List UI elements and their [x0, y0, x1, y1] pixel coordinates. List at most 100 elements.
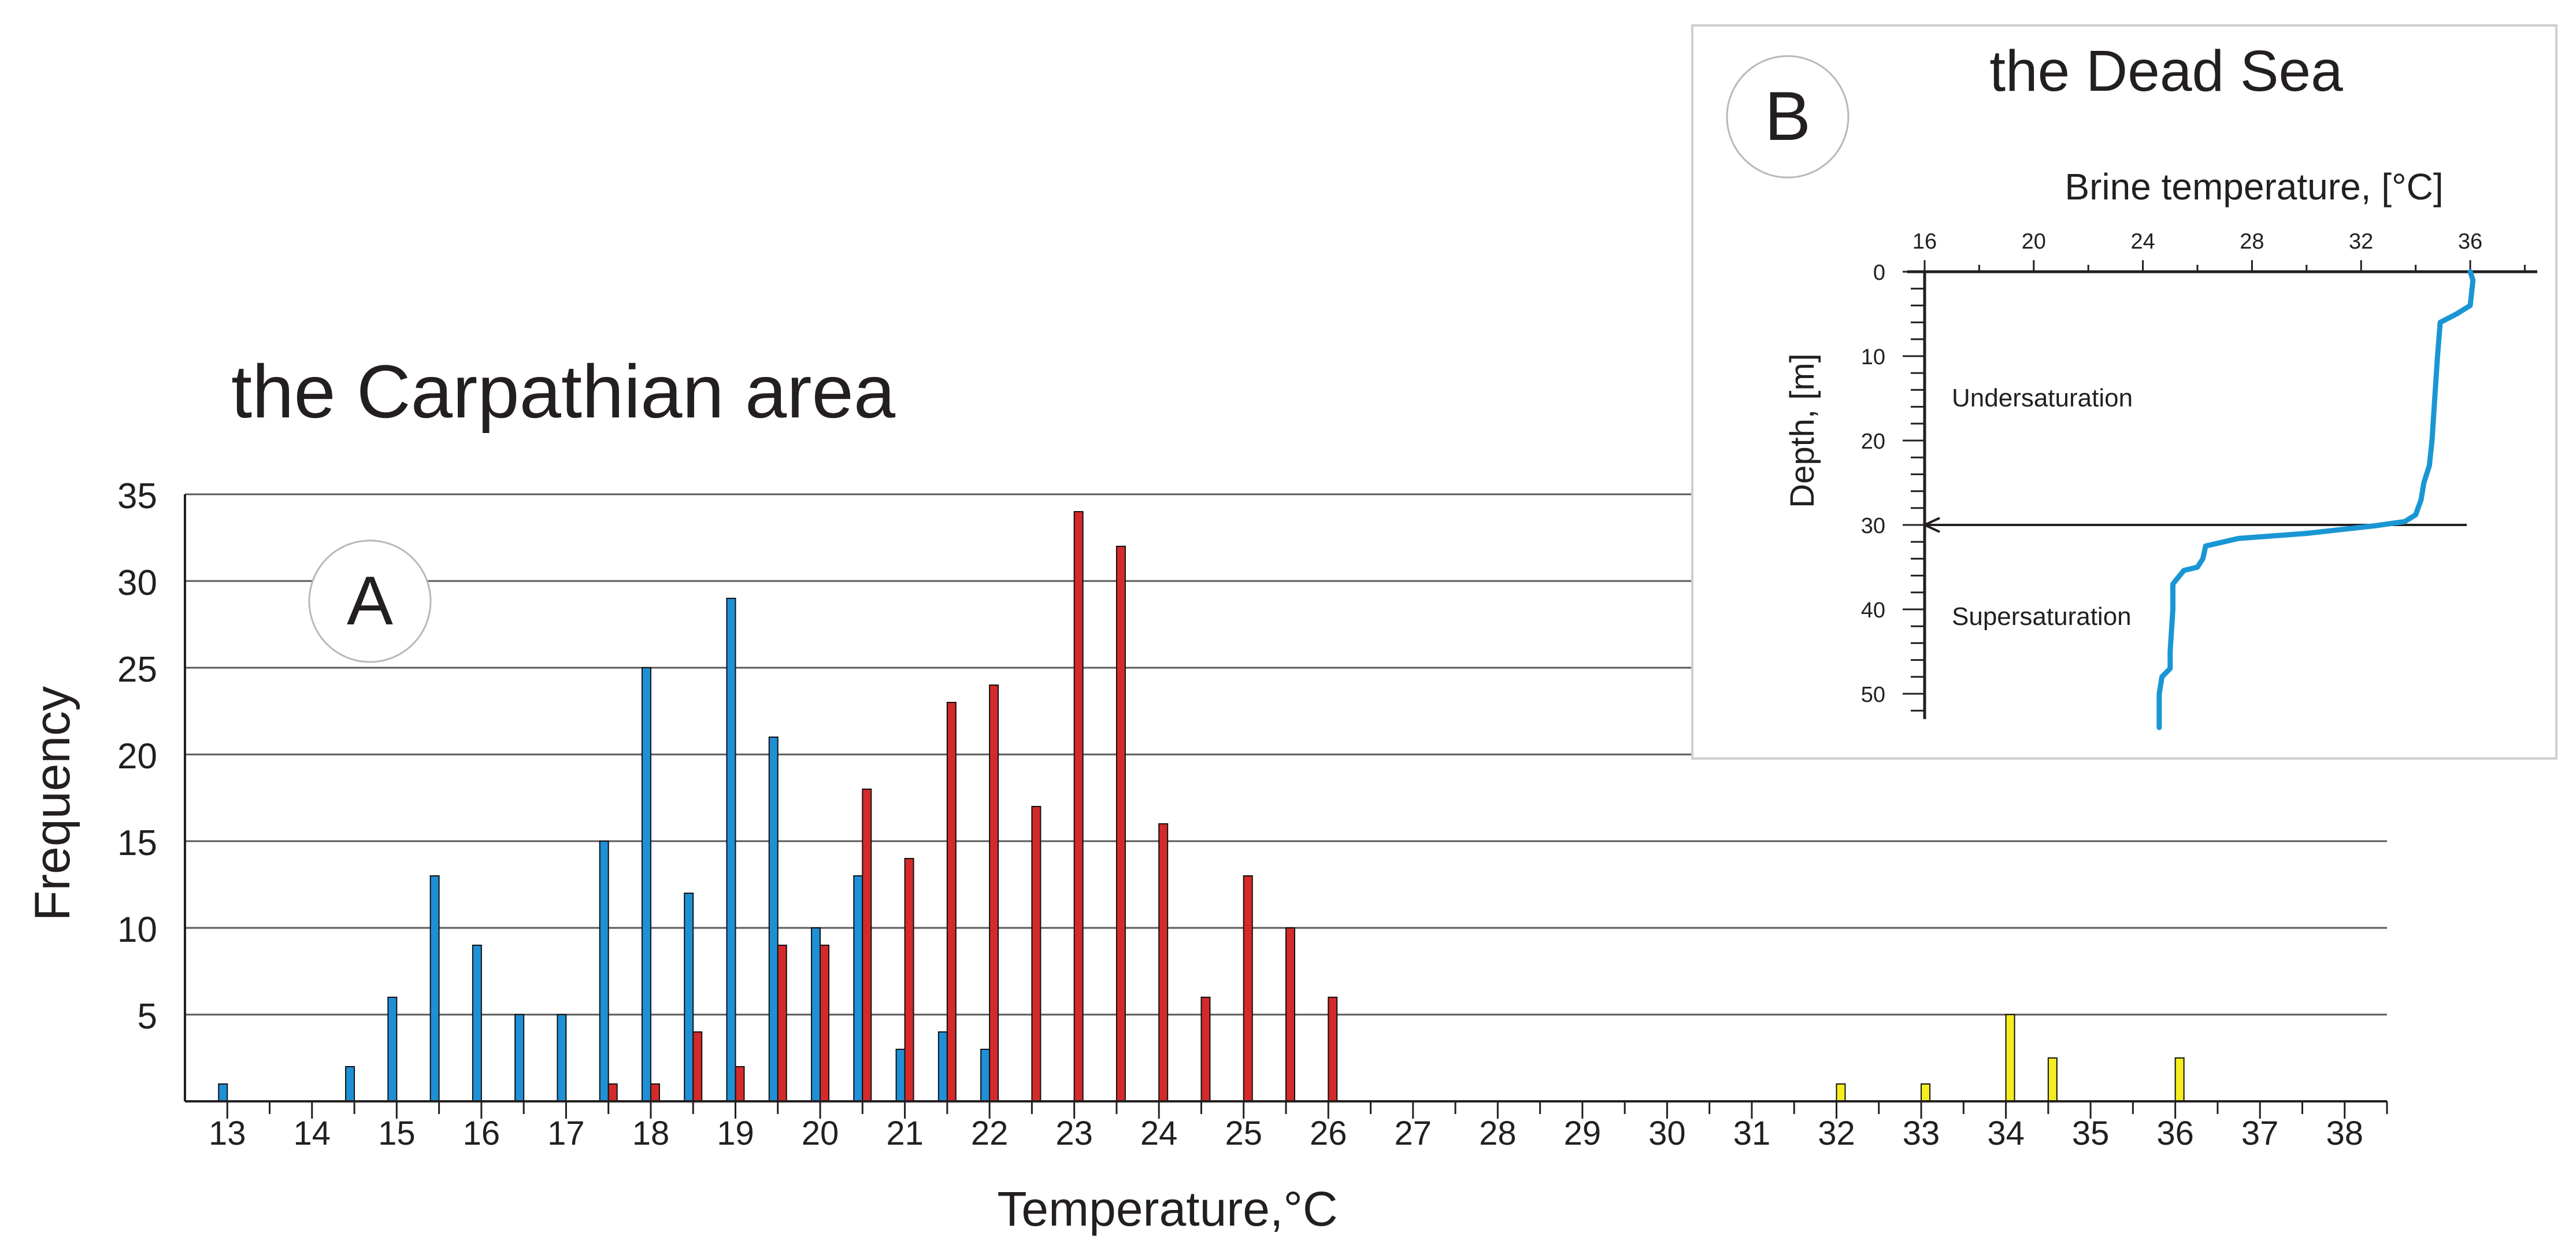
panel-a-x-tick-label: 21 [886, 1115, 924, 1152]
panel-a-bar-blue [726, 598, 736, 1102]
panel-a-bar-red [946, 702, 957, 1102]
panel-a-x-tick-label: 23 [1055, 1115, 1093, 1152]
panel-a-bar-blue [387, 997, 398, 1102]
panel-a-x-tick-label: 29 [1564, 1115, 1602, 1152]
panel-b-chart: B the Dead Sea Brine temperature, [°C] D… [1691, 24, 2558, 760]
panel-a-x-tick-label: 14 [294, 1115, 331, 1152]
panel-a-x-tick-label: 30 [1648, 1115, 1686, 1152]
panel-a-x-tick-label: 35 [2072, 1115, 2110, 1152]
panel-a-bar-blue [599, 841, 609, 1102]
panel-b-y-tick-label: 10 [1861, 345, 1885, 369]
panel-a-bar-blue [895, 1049, 906, 1102]
panel-a-bar-red [1285, 927, 1295, 1102]
panel-a-x-tick-label: 36 [2156, 1115, 2194, 1152]
panel-a-bar-yellow [1836, 1083, 1846, 1102]
panel-a-x-tick-label: 37 [2241, 1115, 2279, 1152]
panel-a-chart: the Carpathian area 13 14 15 16 17 18 19 20 21 22… [25, 349, 2388, 1236]
panel-a-y-tick-label: 35 [117, 476, 157, 516]
panel-a-bar-red [607, 1083, 618, 1102]
panel-a-x-tick-label: 20 [802, 1115, 839, 1152]
panel-b-x-tick-label: 32 [2349, 230, 2373, 254]
panel-a-x-tick-label: 13 [209, 1115, 246, 1152]
panel-b-y-tick-label: 30 [1861, 514, 1885, 538]
panel-a-y-tick-label: 5 [138, 997, 157, 1037]
panel-b-x-tick-label: 28 [2240, 230, 2264, 254]
panel-a-y-tick-labels: 5 10 15 20 25 30 35 [117, 476, 157, 1037]
panel-a-x-tick-label: 16 [463, 1115, 501, 1152]
panel-a-bar-blue [853, 875, 863, 1102]
panel-a-bar-red [862, 789, 872, 1102]
panel-a-bar-red [1031, 806, 1041, 1102]
panel-a-axes [184, 494, 2388, 1119]
panel-a-bar-red [904, 858, 914, 1102]
panel-a-bar-blue [811, 927, 821, 1102]
panel-a-bar-yellow [2174, 1057, 2185, 1102]
panel-a-y-axis-label: Frequency [25, 686, 80, 921]
panel-b-x-tick-label: 16 [1912, 230, 1937, 254]
panel-a-badge-label: A [347, 562, 393, 639]
panel-b-x-tick-label: 20 [2022, 230, 2046, 254]
panel-a-bar-yellow [2005, 1014, 2015, 1102]
panel-b-y-axis-label: Depth, [m] [1784, 353, 1821, 508]
panel-a-bar-red [692, 1031, 703, 1102]
panel-b-temperature-line [2156, 269, 2476, 730]
panel-a-x-tick-label: 28 [1479, 1115, 1517, 1152]
panel-a-bar-blue [684, 893, 694, 1102]
panel-a-bar-red [735, 1066, 745, 1102]
panel-a-bar-red [989, 684, 999, 1102]
panel-a-bar-blue [937, 1031, 948, 1102]
panel-a-x-tick-label: 25 [1225, 1115, 1262, 1152]
panel-b-y-tick-label: 40 [1861, 598, 1885, 623]
panel-a-y-tick-label: 25 [117, 650, 157, 690]
panel-a-x-tick-label: 15 [378, 1115, 416, 1152]
panel-b-y-tick-label: 20 [1861, 430, 1885, 454]
panel-a-y-tick-label: 15 [117, 823, 157, 863]
panel-b-x-tick-label: 36 [2458, 230, 2482, 254]
panel-a-x-tick-label: 17 [547, 1115, 585, 1152]
panel-a-bar-blue [641, 667, 651, 1102]
panel-a-bar-blue [557, 1014, 567, 1102]
panel-b-y-tick-label: 50 [1861, 683, 1885, 707]
panel-a-x-tick-label: 31 [1733, 1115, 1771, 1152]
panel-b-x-tick-labels: 16 20 24 28 32 36 [1912, 230, 2482, 254]
panel-a-y-tick-label: 10 [117, 910, 157, 950]
panel-a-bar-yellow [2047, 1057, 2058, 1102]
panel-a-bar-red [1328, 997, 1338, 1102]
panel-b-boundary-arrowhead [1922, 517, 1940, 533]
panel-a-x-tick-labels: 13 14 15 16 17 18 19 20 21 22 23 24 25 26 27 28 29 30 31 32… [209, 1115, 2363, 1152]
panel-a-x-tick-label: 26 [1310, 1115, 1347, 1152]
panel-a-bar-blue [472, 945, 482, 1102]
panel-a-bar-red [1243, 875, 1253, 1102]
panel-a-bars [218, 511, 2185, 1102]
panel-a-bar-red [1200, 997, 1211, 1102]
panel-b-badge-label: B [1765, 77, 1811, 155]
panel-a-bar-red [820, 945, 830, 1102]
panel-b-title: the Dead Sea [1989, 39, 2343, 103]
panel-a-bar-red [777, 945, 787, 1102]
panel-a-x-tick-label: 19 [717, 1115, 754, 1152]
panel-b-x-tick-label: 24 [2130, 230, 2155, 254]
panel-a-y-tick-label: 30 [117, 563, 157, 603]
panel-b-badge-circle [1726, 55, 1849, 179]
panel-b-y-tick-labels: 0 10 20 30 40 50 [1861, 261, 1885, 707]
panel-a-bar-red [1158, 823, 1169, 1102]
panel-a-y-tick-label: 20 [117, 737, 157, 776]
panel-a-x-tick-label: 18 [632, 1115, 670, 1152]
panel-a-bar-red [1115, 546, 1126, 1102]
panel-a-bar-blue [980, 1049, 991, 1102]
panel-a-x-tick-label: 34 [1987, 1115, 2025, 1152]
panel-a-x-tick-label: 33 [1903, 1115, 1940, 1152]
panel-a-x-tick-label: 22 [971, 1115, 1009, 1152]
panel-b-x-axis-label: Brine temperature, [°C] [2064, 166, 2443, 208]
panel-a-x-tick-label: 38 [2326, 1115, 2363, 1152]
panel-a-x-tick-label: 24 [1140, 1115, 1178, 1152]
panel-a-bar-blue [429, 875, 440, 1102]
panel-a-bar-yellow [1921, 1083, 1931, 1102]
panel-a-bar-red [1073, 511, 1084, 1102]
panel-b-supersaturation-label: Supersaturation [1952, 602, 2132, 631]
panel-a-x-tick-label: 27 [1395, 1115, 1432, 1152]
panel-a-x-axis-label: Temperature,°C [997, 1182, 1337, 1236]
panel-a-bar-red [650, 1083, 660, 1102]
